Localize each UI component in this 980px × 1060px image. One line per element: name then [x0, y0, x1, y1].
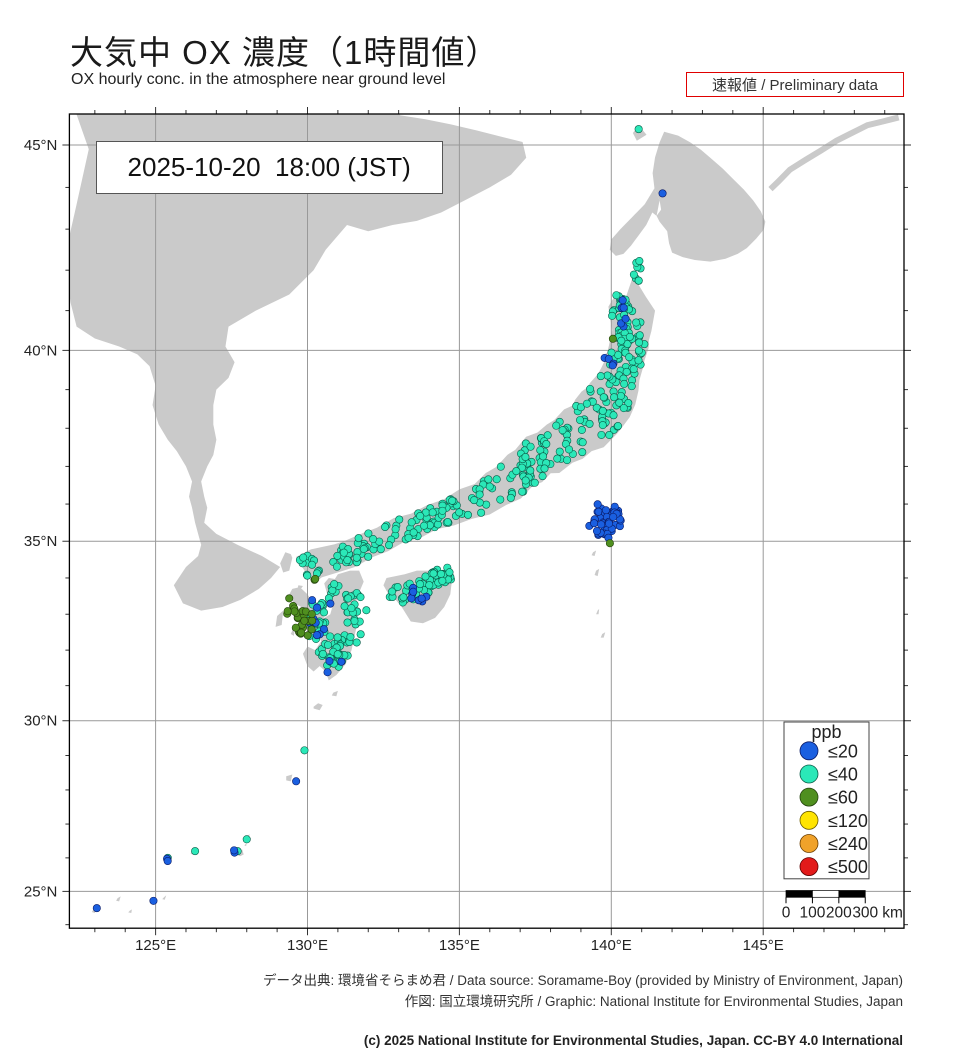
svg-text:≤40: ≤40: [828, 765, 858, 785]
svg-text:135°E: 135°E: [439, 937, 480, 954]
svg-text:30°N: 30°N: [24, 713, 58, 730]
svg-text:300: 300: [852, 904, 878, 921]
svg-text:≤20: ≤20: [828, 741, 858, 761]
svg-text:125°E: 125°E: [135, 937, 176, 954]
svg-text:≤500: ≤500: [828, 857, 868, 877]
svg-text:40°N: 40°N: [24, 342, 58, 359]
svg-text:130°E: 130°E: [287, 937, 328, 954]
svg-text:100: 100: [799, 904, 825, 921]
svg-text:≤120: ≤120: [828, 811, 868, 831]
svg-text:≤240: ≤240: [828, 834, 868, 854]
svg-text:≤60: ≤60: [828, 788, 858, 808]
svg-text:0: 0: [782, 904, 791, 921]
svg-text:ppb: ppb: [811, 722, 841, 742]
svg-text:200: 200: [826, 904, 852, 921]
svg-text:km: km: [882, 904, 903, 921]
svg-text:25°N: 25°N: [24, 883, 58, 900]
svg-text:140°E: 140°E: [591, 937, 632, 954]
svg-text:145°E: 145°E: [743, 937, 784, 954]
svg-text:45°N: 45°N: [24, 137, 58, 154]
svg-text:35°N: 35°N: [24, 533, 58, 550]
